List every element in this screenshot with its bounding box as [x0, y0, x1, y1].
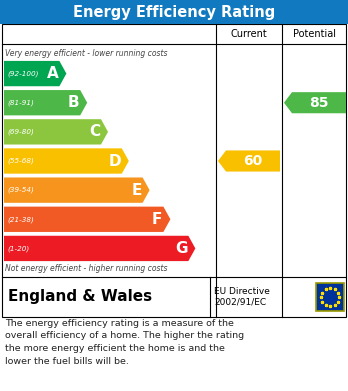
- Polygon shape: [218, 151, 280, 172]
- Text: F: F: [152, 212, 163, 227]
- Polygon shape: [4, 119, 108, 145]
- Polygon shape: [4, 236, 195, 261]
- Text: D: D: [108, 154, 121, 169]
- Text: (1-20): (1-20): [7, 245, 29, 252]
- Text: (92-100): (92-100): [7, 70, 39, 77]
- Text: (21-38): (21-38): [7, 216, 34, 222]
- Text: 85: 85: [309, 96, 329, 110]
- Polygon shape: [4, 178, 150, 203]
- Text: B: B: [68, 95, 79, 110]
- Text: (55-68): (55-68): [7, 158, 34, 164]
- Text: (69-80): (69-80): [7, 129, 34, 135]
- Polygon shape: [4, 61, 66, 86]
- Bar: [0, 0, 348, 24]
- Polygon shape: [4, 148, 129, 174]
- Text: (39-54): (39-54): [7, 187, 34, 194]
- Text: E: E: [131, 183, 142, 197]
- Text: A: A: [47, 66, 58, 81]
- Text: Not energy efficient - higher running costs: Not energy efficient - higher running co…: [5, 264, 167, 273]
- Text: Current: Current: [231, 29, 267, 39]
- Text: EU Directive
2002/91/EC: EU Directive 2002/91/EC: [214, 287, 270, 307]
- Polygon shape: [4, 90, 87, 115]
- Text: England & Wales: England & Wales: [8, 289, 152, 305]
- Bar: [316, 283, 344, 311]
- Text: Very energy efficient - lower running costs: Very energy efficient - lower running co…: [5, 49, 167, 58]
- Text: The energy efficiency rating is a measure of the
overall efficiency of a home. T: The energy efficiency rating is a measur…: [5, 319, 244, 366]
- Polygon shape: [4, 206, 171, 232]
- Text: G: G: [175, 241, 187, 256]
- Bar: [2, 24, 346, 317]
- Text: (81-91): (81-91): [7, 99, 34, 106]
- Text: Energy Efficiency Rating: Energy Efficiency Rating: [73, 5, 275, 20]
- Text: Potential: Potential: [293, 29, 337, 39]
- Text: 60: 60: [243, 154, 263, 168]
- Polygon shape: [284, 92, 346, 113]
- Text: C: C: [89, 124, 100, 139]
